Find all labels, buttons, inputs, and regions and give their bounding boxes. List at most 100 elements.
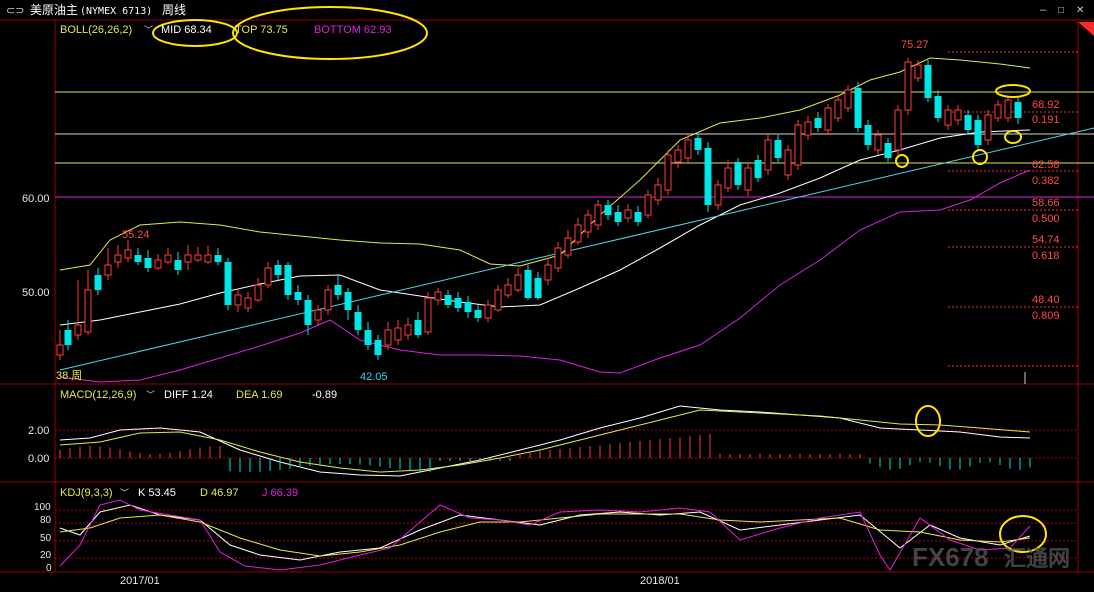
candle-body-5 <box>104 264 112 276</box>
candle-body-1 <box>64 330 72 345</box>
candle-body-41 <box>464 302 472 312</box>
high-label: 75.27 <box>901 39 929 51</box>
candle-body-33 <box>384 329 392 346</box>
boll-dropdown-icon[interactable]: ﹀ <box>144 25 153 35</box>
candle-body-69 <box>744 167 752 191</box>
candle-body-37 <box>424 297 432 333</box>
candle-body-38 <box>434 291 442 301</box>
time-tick-2018: 2018/01 <box>640 575 680 587</box>
highlight-kdj-cross <box>999 515 1047 553</box>
kdj-panel <box>55 499 1078 571</box>
minimize-icon[interactable]: – <box>1040 4 1047 16</box>
highlight-macd-cross <box>915 405 941 437</box>
fib-ratio-2: 0.382 <box>1032 175 1060 187</box>
corner-marker <box>1078 22 1094 36</box>
macd-dropdown-icon[interactable]: ﹀ <box>146 390 155 400</box>
candle-body-54 <box>594 204 602 226</box>
fib-price-1: 68.92 <box>1032 99 1060 111</box>
macd-dea-line <box>59 409 1031 473</box>
kdj-k-value: K 53.45 <box>138 487 176 499</box>
candle-body-39 <box>444 295 452 305</box>
candle-body-96 <box>1014 102 1022 118</box>
candle-body-42 <box>474 310 482 318</box>
candle-body-87 <box>924 65 932 98</box>
kdj-tick-0: 0 <box>46 563 52 574</box>
candle-body-61 <box>664 154 672 191</box>
fib-price-3: 58.66 <box>1032 197 1060 209</box>
window-icon[interactable]: ⊂⊃ <box>6 5 24 17</box>
boll-upper-band <box>59 57 1031 271</box>
candle-body-80 <box>854 88 862 128</box>
candle-body-91 <box>964 115 972 130</box>
macd-value: -0.89 <box>312 389 337 401</box>
start-label: 38.周 <box>56 369 82 382</box>
boll-middle-band <box>59 129 1031 326</box>
candle-body-8 <box>134 255 142 262</box>
kdj-k-line <box>59 504 1031 561</box>
candle-body-23 <box>284 265 292 295</box>
macd-tick-2: 2.00 <box>28 425 49 437</box>
macd-label[interactable]: MACD(12,26,9) <box>60 389 136 401</box>
candle-body-75 <box>804 121 812 136</box>
candle-body-11 <box>164 254 172 263</box>
candle-body-43 <box>484 304 492 319</box>
period-selector[interactable]: 周线 <box>162 3 186 17</box>
fib-ratio-3: 0.500 <box>1032 213 1060 225</box>
fib-ratio-5: 0.809 <box>1032 310 1060 322</box>
candle-body-2 <box>74 324 82 336</box>
fib-ratio-4: 0.618 <box>1032 250 1060 262</box>
kdj-label[interactable]: KDJ(9,3,3) <box>60 487 113 499</box>
close-icon[interactable]: ✕ <box>1076 5 1084 16</box>
candle-body-93 <box>984 114 992 141</box>
candle-body-70 <box>754 160 762 178</box>
candle-body-85 <box>904 61 912 111</box>
candle-body-57 <box>624 209 632 219</box>
trendline <box>59 127 1094 371</box>
candle-body-17 <box>224 262 232 305</box>
candle-body-29 <box>344 292 352 310</box>
candle-body-21 <box>264 267 272 286</box>
price-tick-50: 50.00 <box>22 287 50 299</box>
candle-body-24 <box>294 292 302 300</box>
kdj-tick-80: 80 <box>40 515 52 526</box>
candle-body-59 <box>644 194 652 216</box>
candle-body-50 <box>554 247 562 269</box>
candle-body-55 <box>604 205 612 215</box>
candle-body-48 <box>534 278 542 298</box>
candle-body-3 <box>84 289 92 333</box>
boll-top-value: TOP 73.75 <box>235 24 288 36</box>
candle-body-79 <box>844 89 852 109</box>
boll-label[interactable]: BOLL(26,26,2) <box>60 24 132 36</box>
fib-price-2: 62.58 <box>1032 159 1060 171</box>
kdj-tick-100: 100 <box>34 502 51 513</box>
candle-body-82 <box>874 134 882 151</box>
maximize-icon[interactable]: □ <box>1058 5 1064 16</box>
candle-body-13 <box>184 254 192 263</box>
candle-body-72 <box>774 140 782 158</box>
kdj-tick-20: 20 <box>40 550 52 561</box>
price-tick-60: 60.00 <box>22 193 50 205</box>
candle-body-35 <box>404 324 412 336</box>
candle-body-81 <box>864 125 872 145</box>
candle-body-45 <box>504 284 512 296</box>
highlight-mid-touch <box>1004 130 1022 144</box>
highlight-low-2 <box>895 154 909 168</box>
candle-body-83 <box>884 143 892 158</box>
candle-body-36 <box>414 320 422 335</box>
kdj-d-line <box>59 513 1031 557</box>
watermark-brand: FX678 <box>912 542 989 572</box>
candle-body-9 <box>144 258 152 268</box>
candle-body-62 <box>674 149 682 163</box>
candle-body-53 <box>584 214 592 233</box>
candle-body-25 <box>304 300 312 325</box>
kdj-dropdown-icon[interactable]: ﹀ <box>120 488 129 498</box>
left-high-label: 55.24 <box>122 229 150 241</box>
candle-body-47 <box>524 270 532 298</box>
candle-body-22 <box>274 265 282 275</box>
instrument-title: 美原油主 <box>30 3 78 17</box>
candle-body-88 <box>934 96 942 118</box>
candle-body-4 <box>94 275 102 290</box>
candle-body-94 <box>994 104 1002 119</box>
candle-body-95 <box>1004 99 1012 119</box>
